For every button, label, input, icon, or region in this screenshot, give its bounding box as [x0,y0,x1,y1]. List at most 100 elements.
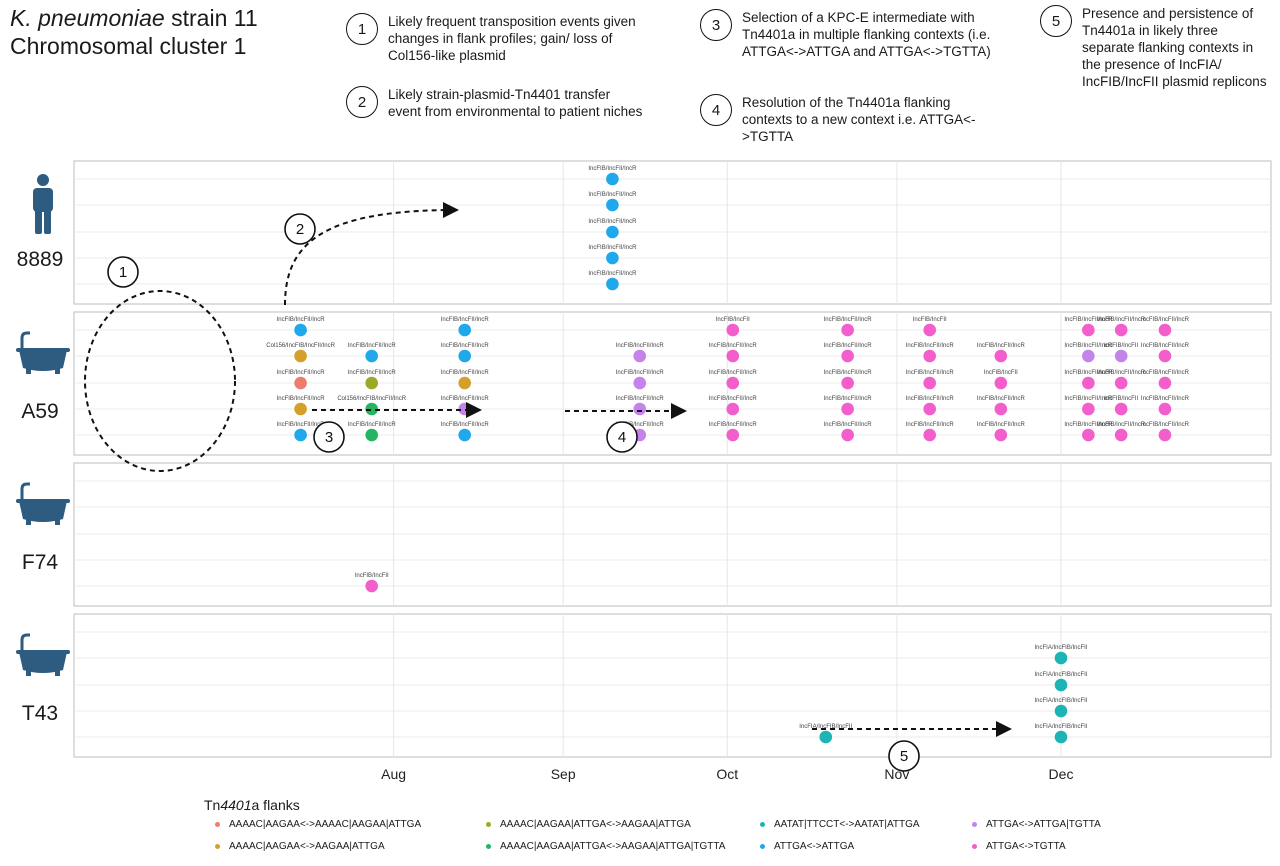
data-point [458,428,472,442]
point-label: IncFIB/IncFII/IncR [277,317,326,323]
point-label: IncFIB/IncFII/IncR [977,343,1026,349]
point-label: IncFIB/IncFII/IncR [906,422,955,428]
data-point [1082,402,1095,416]
point-label: IncFIB/IncFII/IncR [824,343,873,349]
panel-label-f74: F74 [22,551,59,574]
panel-label-a59: A59 [21,400,58,423]
note-5-number: 5 [1040,5,1072,37]
data-point [819,730,833,744]
marks-layer: IncFIB/IncFII/IncRIncFIB/IncFII/IncRIncF… [266,166,1190,744]
point-label: IncFIB/IncFII [1104,343,1138,349]
point-label: IncFIB/IncFII/IncR [1097,422,1146,428]
point-label: IncFIB/IncFII/IncR [277,422,326,428]
bathtub-icon [16,331,70,374]
point-label: IncFIB/IncFII/IncR [441,422,490,428]
point-label: IncFIB/IncFII/IncR [1141,396,1190,402]
note-2-text: Likely strain-plasmid-Tn4401 transfer ev… [388,87,643,119]
point-label: IncFIA/IncFIB/IncFII [1034,724,1087,730]
data-point [1082,349,1095,363]
panel-label-t43: T43 [22,702,58,725]
bathtub-icon [16,482,70,525]
data-point [1054,651,1068,665]
legend-item: ATTGA<->TGTTA [972,841,1066,852]
bathtub-icon [16,633,70,676]
annotation-layer: 1 2 3 4 5 [84,202,1012,772]
data-point [1158,402,1172,416]
data-point [923,402,937,416]
point-label: IncFIB/IncFII/IncR [277,370,326,376]
legend-swatch [486,844,491,849]
point-label: IncFIB/IncFII/IncR [709,422,758,428]
point-label: IncFIA/IncFIB/IncFII [799,724,852,730]
point-label: IncFIB/IncFII/IncR [616,370,665,376]
point-label: IncFIB/IncFII/IncR [588,192,637,198]
data-point [726,428,740,442]
data-point [1114,428,1128,442]
point-label: IncFIB/IncFII/IncR [1064,343,1113,349]
annotation-5-number: 5 [900,748,908,765]
point-label: IncFIB/IncFII/IncR [588,271,637,277]
point-label: IncFIB/IncFII/IncR [588,166,637,172]
data-point [726,402,740,416]
legend-label: AAAAC|AAGAA|ATTGA<->AAGAA|ATTGA|TGTTA [500,841,726,852]
data-point [633,349,647,363]
annotation-3 [313,421,345,453]
annotation-4-number: 4 [618,429,626,446]
legend-swatch [972,844,977,849]
point-label: IncFIB/IncFII/IncR [824,422,873,428]
annotation-1-number: 1 [119,264,127,281]
data-point [458,323,472,337]
data-point [294,428,307,442]
cluster-name: Chromosomal cluster 1 [10,33,247,59]
data-point [994,428,1008,442]
data-point [726,349,740,363]
point-label: IncFIB/IncFII/IncR [1097,317,1146,323]
note-5-text: Presence and persistence of Tn4401a in l… [1082,6,1267,89]
data-point [606,172,619,186]
data-point [841,376,854,390]
x-tick-label: Oct [716,766,738,782]
point-label: IncFIB/IncFII/IncR [1064,370,1113,376]
point-label: IncFIB/IncFII/IncR [616,422,665,428]
note-4-number: 4 [700,94,732,126]
data-point [365,579,379,593]
strain-name: strain 11 [164,5,258,31]
note-4-text: Resolution of the Tn4401a flanking conte… [742,95,976,144]
point-label: IncFIB/IncFII/IncR [1141,317,1190,323]
legend-label: ATTGA<->ATTGA [774,841,855,852]
cluster-ellipse [84,290,236,472]
point-label: IncFIB/IncFII [716,317,750,323]
data-point [294,349,307,363]
data-point [1114,349,1128,363]
species-name: K. pneumoniae [10,5,165,31]
data-point [294,376,307,390]
point-label: IncFIB/IncFII/IncR [348,370,397,376]
person-icon [33,174,53,234]
point-label: IncFIB/IncFII/IncR [824,396,873,402]
point-label: IncFIB/IncFII/IncR [1064,317,1113,323]
data-point [1082,376,1095,390]
note-1-text: Likely frequent transposition events giv… [388,14,636,63]
point-label: IncFIB/IncFII/IncR [616,343,665,349]
legend-item: ATTGA<->ATTGA [760,841,854,852]
legend-label: AATAT|TTCCT<->AATAT|ATTGA [774,819,920,830]
point-label: IncFIB/IncFII/IncR [709,370,758,376]
point-label: IncFIB/IncFII/IncR [588,219,637,225]
data-point [294,323,307,337]
data-point [1158,323,1172,337]
data-point [994,402,1008,416]
point-label: IncFIB/IncFII/IncR [709,396,758,402]
point-label: IncFIB/IncFII/IncR [348,343,397,349]
data-point [1114,323,1128,337]
annotation-2 [284,213,316,245]
data-point [1158,428,1172,442]
legend-item: AATAT|TTCCT<->AATAT|ATTGA [760,819,920,830]
data-point [841,323,854,337]
point-label: IncFIB/IncFII [984,370,1018,376]
point-label: Col156/IncFIB/IncFII/IncR [266,343,335,349]
legend-swatch [215,822,220,827]
point-label: IncFIB/IncFII/IncR [977,422,1026,428]
point-label: IncFIB/IncFII/IncR [348,422,397,428]
